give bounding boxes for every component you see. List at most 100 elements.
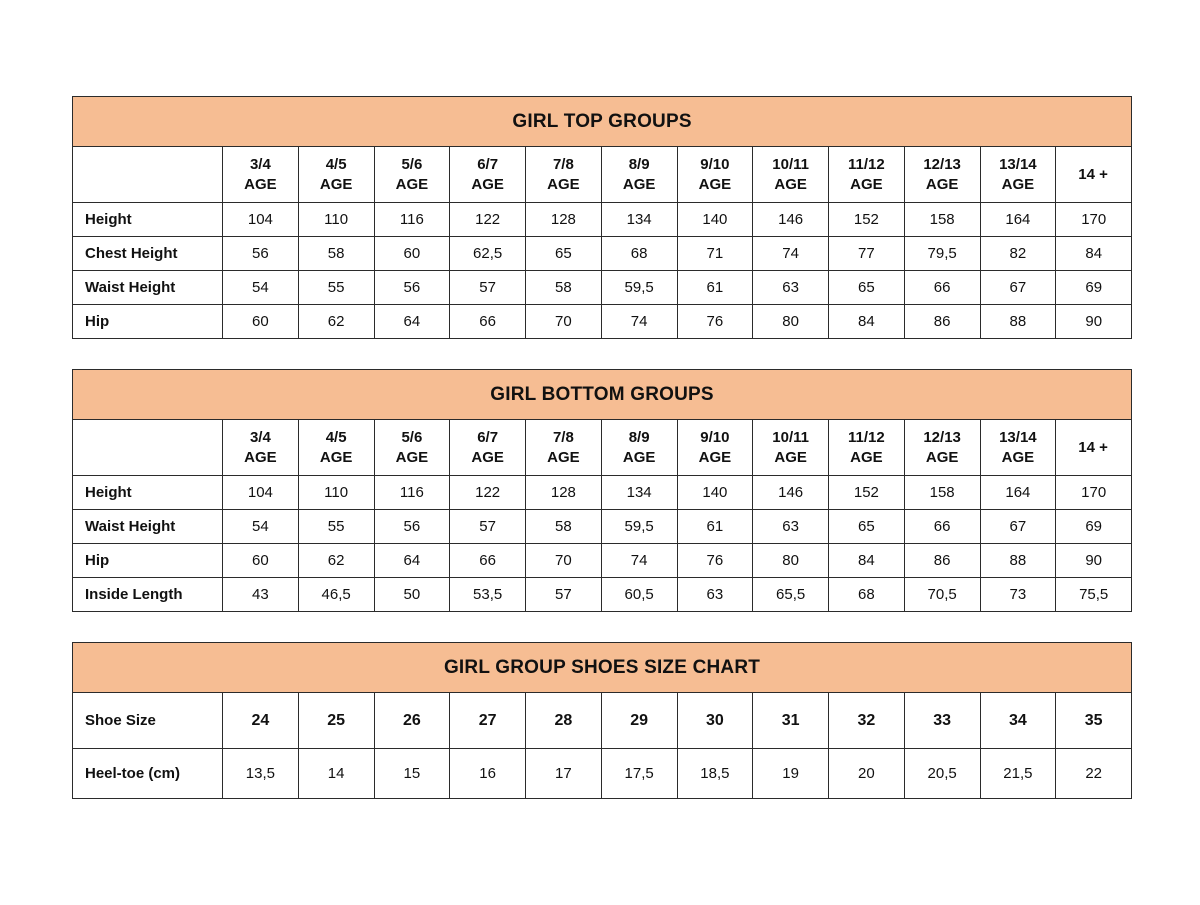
- data-cell: 73: [979, 577, 1057, 612]
- data-cell: 31: [752, 692, 829, 749]
- age-unit: AGE: [698, 448, 732, 466]
- row-label: Inside Length: [72, 577, 223, 612]
- data-cell: 134: [600, 475, 678, 510]
- data-cell: 74: [752, 236, 829, 271]
- data-cell: 104: [222, 475, 299, 510]
- table-title-row: GIRL GROUP SHOES SIZE CHART: [71, 642, 1133, 693]
- data-cell: 55: [297, 509, 375, 544]
- age-unit: AGE: [395, 448, 429, 466]
- data-cell: 46,5: [297, 577, 375, 612]
- data-cell: 59,5: [600, 270, 678, 305]
- data-cell: 66: [449, 543, 526, 578]
- data-cell: 57: [525, 577, 602, 612]
- age-header-cell: 4/5 AGE: [297, 419, 375, 476]
- data-cell: 68: [600, 236, 678, 271]
- data-cell: 65: [828, 270, 905, 305]
- table-row: Hip 60 62 64 66 70 74 76 80 84 86 88 90: [72, 304, 1133, 339]
- data-cell: 50: [373, 577, 451, 612]
- data-cell: 53,5: [449, 577, 526, 612]
- data-cell: 80: [752, 304, 829, 339]
- girl-top-groups-table: GIRL TOP GROUPS 3/4 AGE 4/5 AGE 5/6 AGE 6/7…: [71, 96, 1133, 339]
- data-cell: 29: [600, 692, 678, 749]
- data-cell: 58: [525, 270, 602, 305]
- data-cell: 164: [979, 202, 1057, 237]
- data-cell: 158: [903, 202, 981, 237]
- data-cell: 22: [1055, 748, 1133, 799]
- data-cell: 56: [222, 236, 299, 271]
- age-header-cell-14plus: 14 +: [1055, 419, 1133, 476]
- data-cell: 69: [1055, 270, 1133, 305]
- data-cell: 14: [297, 748, 375, 799]
- data-cell: 63: [752, 270, 829, 305]
- table-row: Hip 60 62 64 66 70 74 76 80 84 86 88 90: [72, 543, 1133, 578]
- age-header-cell: 13/14 AGE: [979, 146, 1057, 203]
- age-unit: AGE: [698, 175, 732, 193]
- data-cell: 76: [676, 304, 754, 339]
- data-cell: 62: [297, 304, 375, 339]
- age-range: 6/7: [477, 156, 499, 174]
- age-unit: AGE: [925, 448, 959, 466]
- age-header-cell: 13/14 AGE: [979, 419, 1057, 476]
- age-unit: AGE: [244, 448, 277, 466]
- age-unit: AGE: [471, 448, 504, 466]
- table-title: GIRL TOP GROUPS: [71, 96, 1133, 147]
- age-unit: AGE: [622, 448, 656, 466]
- age-unit: AGE: [319, 448, 353, 466]
- data-cell: 21,5: [979, 748, 1057, 799]
- data-cell: 170: [1055, 202, 1133, 237]
- data-cell: 57: [449, 509, 526, 544]
- row-label: Height: [72, 475, 223, 510]
- data-cell: 16: [449, 748, 526, 799]
- age-range: 10/11: [772, 156, 809, 174]
- data-cell: 59,5: [600, 509, 678, 544]
- girl-bottom-groups-table: GIRL BOTTOM GROUPS 3/4 AGE 4/5 AGE 5/6 AGE …: [71, 369, 1133, 612]
- age-unit: AGE: [547, 448, 580, 466]
- age-header-cell: 3/4 AGE: [222, 146, 299, 203]
- data-cell: 122: [449, 202, 526, 237]
- data-cell: 69: [1055, 509, 1133, 544]
- data-cell: 58: [525, 509, 602, 544]
- row-label: Hip: [72, 543, 223, 578]
- age-header-cell: 9/10 AGE: [676, 146, 754, 203]
- age-range: 5/6: [401, 156, 423, 174]
- data-cell: 28: [525, 692, 602, 749]
- age-unit: AGE: [547, 175, 580, 193]
- data-cell: 56: [373, 509, 451, 544]
- age-range: 3/4: [249, 429, 271, 447]
- age-header-cell-14plus: 14 +: [1055, 146, 1133, 203]
- age-unit: AGE: [622, 175, 656, 193]
- data-cell: 65: [828, 509, 905, 544]
- data-cell: 140: [676, 202, 754, 237]
- data-cell: 76: [676, 543, 754, 578]
- data-cell: 75,5: [1055, 577, 1133, 612]
- data-cell: 61: [676, 509, 754, 544]
- data-cell: 74: [600, 543, 678, 578]
- data-cell: 134: [600, 202, 678, 237]
- data-cell: 32: [828, 692, 905, 749]
- age-range: 13/14: [999, 156, 1037, 174]
- data-cell: 67: [979, 509, 1057, 544]
- data-cell: 64: [373, 543, 451, 578]
- age-header-cell: 9/10 AGE: [676, 419, 754, 476]
- age-unit: AGE: [1001, 448, 1035, 466]
- row-label: Shoe Size: [72, 692, 223, 749]
- data-cell: 24: [222, 692, 299, 749]
- data-cell: 34: [979, 692, 1057, 749]
- data-cell: 56: [373, 270, 451, 305]
- age-header-cell: 6/7 AGE: [449, 419, 526, 476]
- data-cell: 43: [222, 577, 299, 612]
- data-cell: 110: [297, 475, 375, 510]
- data-cell: 86: [903, 304, 981, 339]
- age-range: 11/12: [848, 156, 885, 174]
- data-cell: 110: [297, 202, 375, 237]
- data-cell: 60: [373, 236, 451, 271]
- data-cell: 65,5: [752, 577, 829, 612]
- row-label: Waist Height: [72, 509, 223, 544]
- data-cell: 63: [752, 509, 829, 544]
- age-range: 12/13: [923, 429, 961, 447]
- data-cell: 30: [676, 692, 754, 749]
- data-cell: 58: [297, 236, 375, 271]
- data-cell: 88: [979, 304, 1057, 339]
- data-cell: 61: [676, 270, 754, 305]
